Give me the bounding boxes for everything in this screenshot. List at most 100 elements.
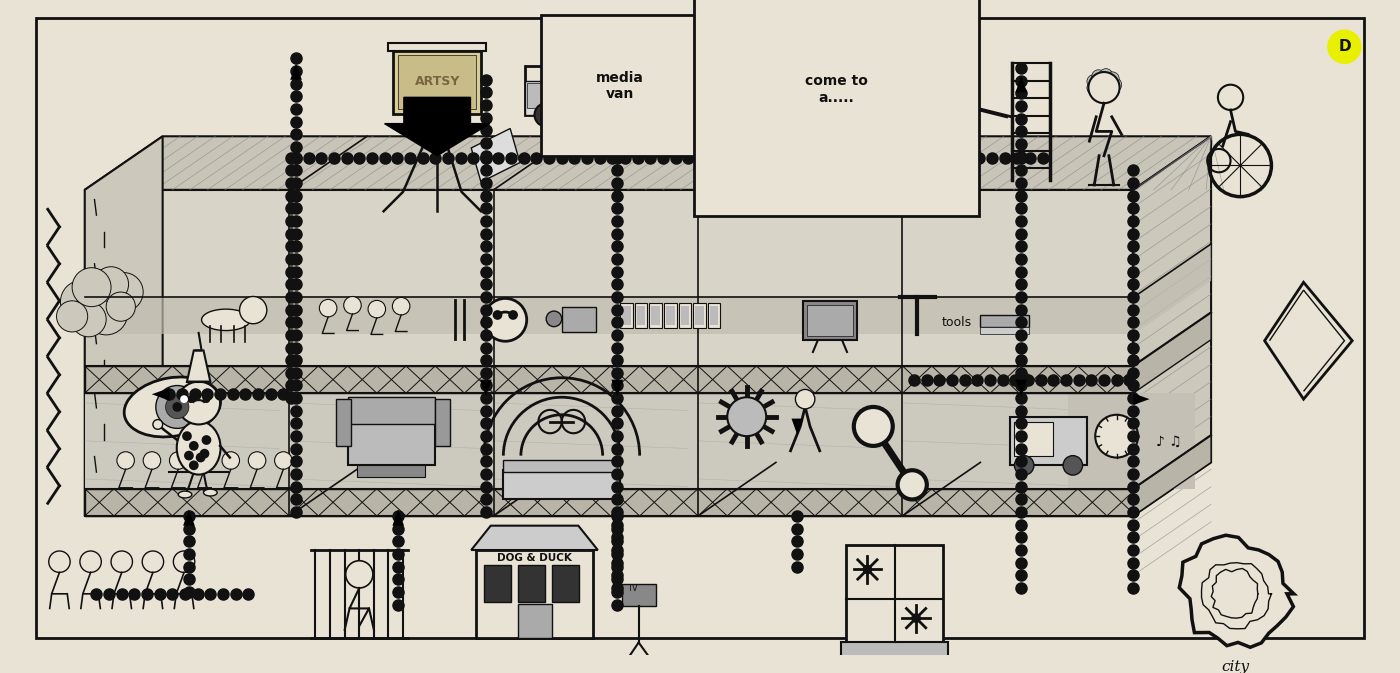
Bar	[525, 81, 559, 115]
Circle shape	[392, 297, 410, 315]
Circle shape	[155, 386, 199, 429]
Bar	[484, 565, 511, 602]
Circle shape	[1106, 72, 1119, 85]
Polygon shape	[183, 509, 195, 526]
Ellipse shape	[203, 489, 217, 496]
Bar	[526, 83, 554, 108]
Polygon shape	[791, 419, 804, 435]
Ellipse shape	[178, 491, 192, 498]
Polygon shape	[1133, 244, 1211, 334]
Bar	[525, 66, 631, 115]
Bar	[679, 304, 692, 328]
Circle shape	[1099, 69, 1113, 82]
Circle shape	[897, 470, 927, 499]
Text: D: D	[1338, 39, 1351, 55]
Polygon shape	[85, 190, 1133, 516]
Circle shape	[1327, 30, 1361, 63]
Polygon shape	[1133, 393, 1149, 405]
Circle shape	[1092, 86, 1106, 100]
Bar	[1015, 421, 1053, 456]
Bar	[552, 565, 580, 602]
Ellipse shape	[176, 421, 221, 474]
Circle shape	[106, 292, 136, 321]
Bar	[664, 304, 676, 328]
Bar	[476, 550, 594, 637]
Circle shape	[183, 451, 193, 460]
Bar	[347, 421, 435, 465]
Circle shape	[174, 551, 195, 573]
Polygon shape	[151, 388, 169, 400]
Circle shape	[165, 395, 189, 419]
Bar	[1009, 417, 1088, 465]
Polygon shape	[1179, 535, 1294, 647]
Circle shape	[484, 298, 526, 341]
Bar	[841, 643, 948, 657]
Bar	[85, 393, 1133, 489]
Text: TV: TV	[627, 584, 638, 593]
Circle shape	[911, 613, 921, 623]
Circle shape	[85, 292, 127, 335]
Bar	[980, 326, 1029, 334]
Bar	[622, 584, 657, 606]
Circle shape	[508, 310, 518, 320]
Polygon shape	[385, 98, 490, 155]
Bar	[85, 297, 1133, 334]
Circle shape	[795, 390, 815, 409]
Bar	[693, 304, 706, 328]
Bar	[85, 366, 1133, 393]
Bar	[804, 302, 857, 341]
Polygon shape	[480, 380, 491, 396]
Bar	[651, 306, 659, 324]
Circle shape	[1092, 70, 1106, 83]
Circle shape	[239, 297, 267, 324]
Polygon shape	[472, 129, 519, 182]
Circle shape	[189, 460, 199, 470]
Circle shape	[948, 68, 977, 98]
Bar	[1068, 393, 1194, 489]
Circle shape	[248, 452, 266, 469]
Circle shape	[1107, 78, 1121, 92]
Circle shape	[535, 103, 557, 127]
Circle shape	[542, 110, 552, 120]
Circle shape	[854, 407, 893, 446]
Polygon shape	[188, 351, 210, 382]
Bar	[336, 399, 350, 446]
Ellipse shape	[125, 377, 221, 437]
Bar	[504, 460, 620, 472]
Bar	[708, 304, 721, 328]
Circle shape	[599, 103, 622, 127]
Text: city: city	[1221, 660, 1249, 673]
Polygon shape	[1133, 435, 1211, 516]
Bar	[620, 304, 633, 328]
Circle shape	[111, 551, 133, 573]
Circle shape	[56, 301, 88, 332]
Circle shape	[1088, 72, 1120, 103]
Bar	[561, 307, 596, 332]
Bar	[388, 43, 486, 50]
Polygon shape	[612, 380, 623, 396]
Circle shape	[202, 435, 211, 445]
Polygon shape	[612, 76, 623, 92]
Polygon shape	[85, 137, 162, 516]
Circle shape	[1086, 81, 1100, 95]
Bar	[622, 306, 631, 324]
Circle shape	[182, 431, 192, 441]
Polygon shape	[472, 526, 598, 550]
Text: come to
a.....: come to a.....	[805, 75, 868, 105]
Circle shape	[274, 452, 293, 469]
Bar	[435, 399, 449, 446]
Bar	[398, 55, 476, 109]
Bar	[518, 604, 552, 637]
Circle shape	[493, 310, 503, 320]
Text: media
van: media van	[596, 71, 644, 101]
Circle shape	[196, 453, 206, 462]
Circle shape	[143, 452, 161, 469]
Bar	[85, 489, 1133, 516]
Circle shape	[862, 565, 872, 574]
Text: DOG & DUCK: DOG & DUCK	[497, 553, 573, 563]
Text: ARTSY: ARTSY	[414, 75, 459, 88]
Circle shape	[116, 452, 134, 469]
Polygon shape	[1133, 312, 1211, 393]
Circle shape	[727, 397, 766, 436]
Circle shape	[172, 402, 182, 412]
